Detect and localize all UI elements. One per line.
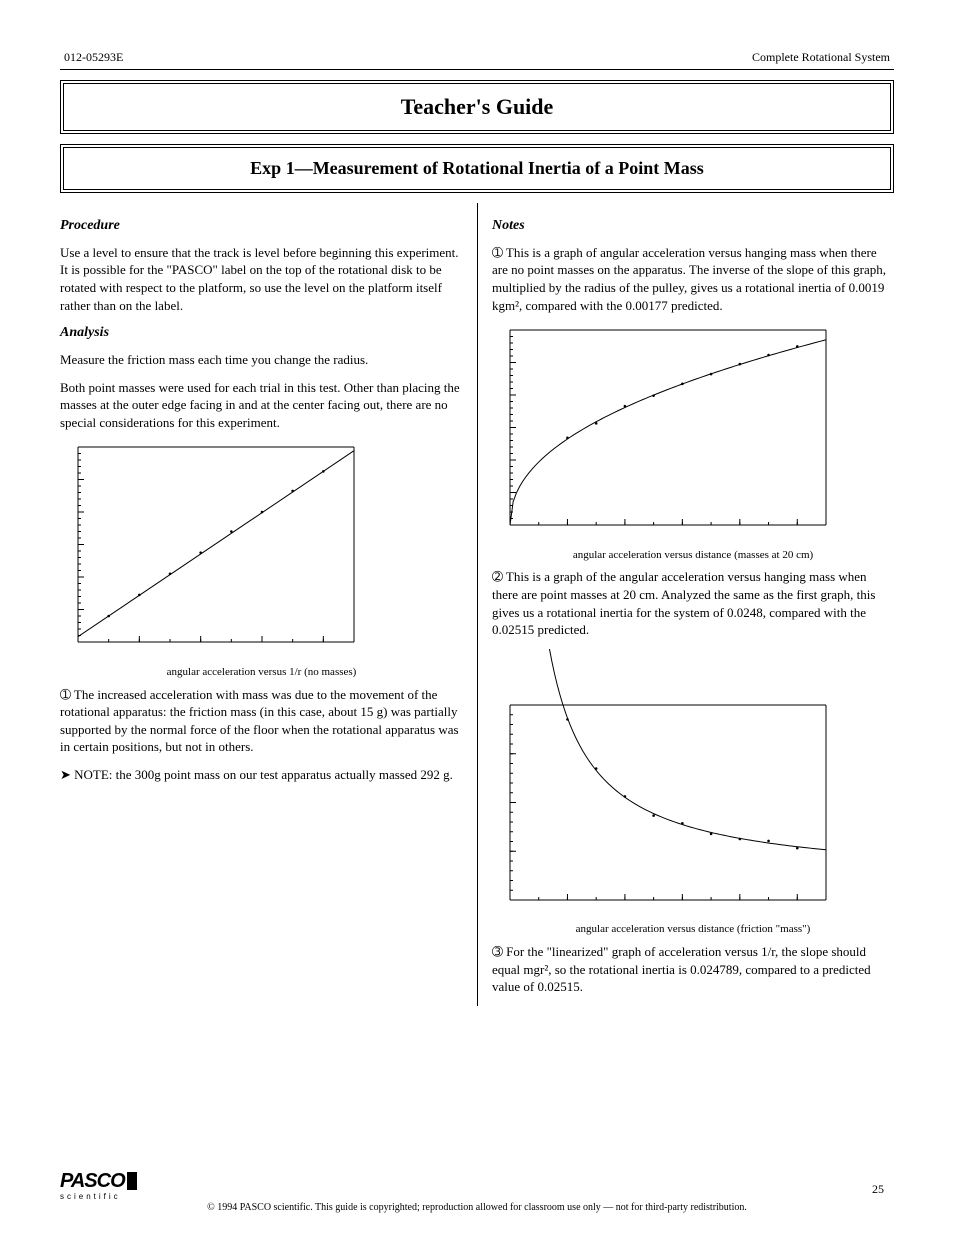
title-text: Teacher's Guide	[78, 94, 876, 120]
notes-para-1: ➀ This is a graph of angular acceleratio…	[492, 244, 894, 314]
logo-sub: scientific	[60, 1192, 137, 1201]
analysis-note-1: ➀ The increased acceleration with mass w…	[60, 686, 463, 756]
right-column: Notes ➀ This is a graph of angular accel…	[477, 203, 894, 1006]
section-head-notes: Notes	[492, 217, 894, 236]
chart-3-svg	[492, 649, 832, 914]
header-left: 012-05293E	[64, 50, 123, 65]
subtitle-banner: Exp 1—Measurement of Rotational Inertia …	[60, 144, 894, 193]
header-right: Complete Rotational System	[752, 50, 890, 65]
title-banner: Teacher's Guide	[60, 80, 894, 134]
logo-main: PASCO	[60, 1172, 137, 1190]
chart-1-svg	[60, 441, 360, 656]
notes-para-3: ➂ For the "linearized" graph of accelera…	[492, 943, 894, 996]
chart-3: angular acceleration versus distance (fr…	[492, 649, 894, 937]
notes-para-2: ➁ This is a graph of the angular acceler…	[492, 568, 894, 638]
page-header: 012-05293E Complete Rotational System	[60, 50, 894, 65]
chart-2-svg	[492, 324, 832, 539]
subtitle-text: Exp 1—Measurement of Rotational Inertia …	[78, 158, 876, 179]
procedure-para: Use a level to ensure that the track is …	[60, 244, 463, 314]
copyright: © 1994 PASCO scientific. This guide is c…	[60, 1202, 894, 1213]
chart-2: angular acceleration versus distance (ma…	[492, 324, 894, 562]
section-head-procedure: Procedure	[60, 217, 463, 236]
chart-1-caption: angular acceleration versus 1/r (no mass…	[60, 665, 463, 680]
left-column: Procedure Use a level to ensure that the…	[60, 203, 477, 1006]
analysis-para-1: Measure the friction mass each time you …	[60, 351, 463, 369]
chart-2-caption: angular acceleration versus distance (ma…	[492, 548, 894, 563]
chart-1: angular acceleration versus 1/r (no mass…	[60, 441, 463, 679]
page-number: 25	[872, 1182, 884, 1197]
analysis-para-2: Both point masses were used for each tri…	[60, 379, 463, 432]
section-head-analysis: Analysis	[60, 324, 463, 343]
analysis-note-2: ➤ NOTE: the 300g point mass on our test …	[60, 766, 463, 784]
chart-3-caption: angular acceleration versus distance (fr…	[492, 922, 894, 937]
logo: PASCO scientific	[60, 1172, 137, 1201]
